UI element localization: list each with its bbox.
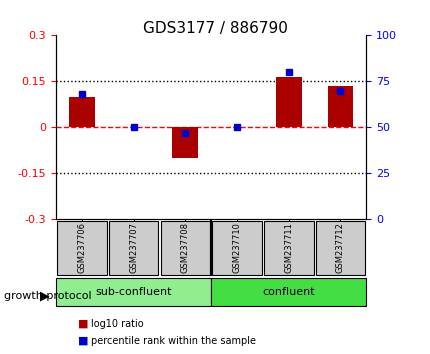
- Text: ▶: ▶: [40, 289, 49, 302]
- Text: GSM237710: GSM237710: [232, 222, 241, 273]
- Text: ■: ■: [77, 336, 88, 346]
- Bar: [211, 278, 366, 306]
- Text: GSM237712: GSM237712: [335, 222, 344, 273]
- Text: confluent: confluent: [262, 287, 314, 297]
- Text: GSM237707: GSM237707: [129, 222, 138, 273]
- Bar: [275, 77, 301, 127]
- Bar: [315, 221, 365, 275]
- Bar: [108, 221, 158, 275]
- Text: percentile rank within the sample: percentile rank within the sample: [90, 336, 255, 346]
- Text: sub-confluent: sub-confluent: [95, 287, 172, 297]
- Text: ■: ■: [77, 319, 88, 329]
- Bar: [263, 221, 313, 275]
- Bar: [56, 278, 211, 306]
- Text: GSM237711: GSM237711: [284, 222, 292, 273]
- Text: log10 ratio: log10 ratio: [90, 319, 143, 329]
- Text: growth protocol: growth protocol: [4, 291, 92, 301]
- Bar: [172, 127, 198, 158]
- Bar: [327, 86, 353, 127]
- Bar: [69, 97, 95, 127]
- Text: GSM237706: GSM237706: [77, 222, 86, 273]
- Bar: [212, 221, 261, 275]
- Text: GSM237708: GSM237708: [181, 222, 189, 273]
- Bar: [57, 221, 107, 275]
- Bar: [160, 221, 210, 275]
- Text: GDS3177 / 886790: GDS3177 / 886790: [143, 21, 287, 36]
